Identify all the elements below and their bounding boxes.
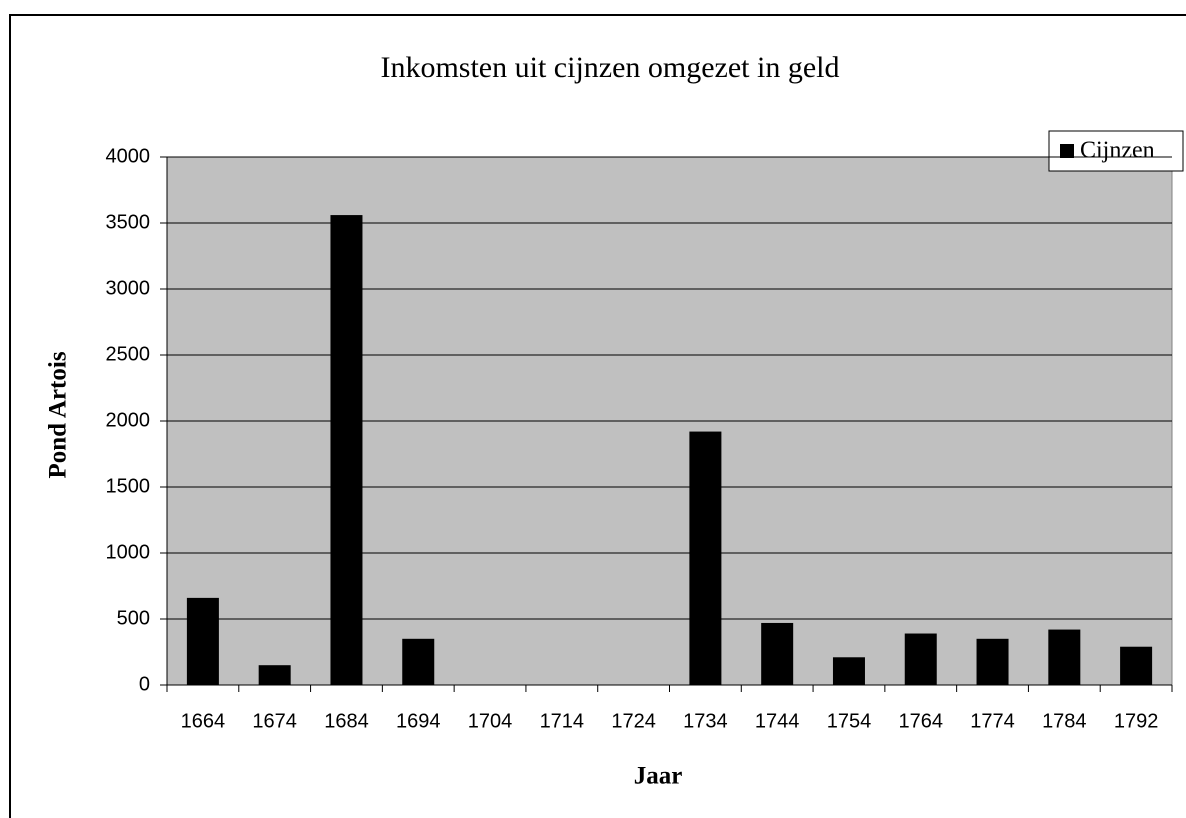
x-tick-label: 1674 [252,710,297,732]
bar [402,638,435,685]
bar [761,622,794,685]
bar [1120,646,1153,685]
x-tick-label: 1754 [827,710,872,732]
y-tick-label: 2000 [106,409,151,431]
x-tick-label: 1784 [1042,710,1087,732]
x-tick-label: 1734 [683,710,728,732]
chart-title: Inkomsten uit cijnzen omgezet in geld [380,51,839,84]
bar [330,215,363,685]
x-tick-label: 1764 [899,710,944,732]
x-tick-label: 1714 [540,710,585,732]
y-tick-label: 4000 [106,145,151,167]
x-tick-label: 1792 [1114,710,1159,732]
y-tick-label: 500 [117,607,150,629]
bar [186,597,219,685]
y-tick-label: 2500 [106,343,151,365]
x-tick-label: 1744 [755,710,800,732]
bar [832,657,865,685]
x-tick-label: 1694 [396,710,441,732]
y-tick-label: 3000 [106,277,151,299]
bar [689,431,722,685]
bar [904,633,937,685]
x-tick-label: 1704 [468,710,513,732]
bar [258,665,291,685]
legend-swatch [1060,144,1074,158]
legend-label: Cijnzen [1080,138,1155,164]
x-tick-label: 1664 [181,710,226,732]
bar [1048,629,1081,685]
x-tick-label: 1684 [324,710,369,732]
x-tick-label: 1774 [970,710,1015,732]
y-axis-label: Pond Artois [45,351,72,478]
bar [976,638,1009,685]
y-tick-label: 1000 [106,541,151,563]
y-tick-label: 0 [139,673,150,695]
x-tick-label: 1724 [611,710,656,732]
y-tick-label: 1500 [106,475,151,497]
y-tick-label: 3500 [106,211,151,233]
x-axis-label: Jaar [634,763,683,790]
